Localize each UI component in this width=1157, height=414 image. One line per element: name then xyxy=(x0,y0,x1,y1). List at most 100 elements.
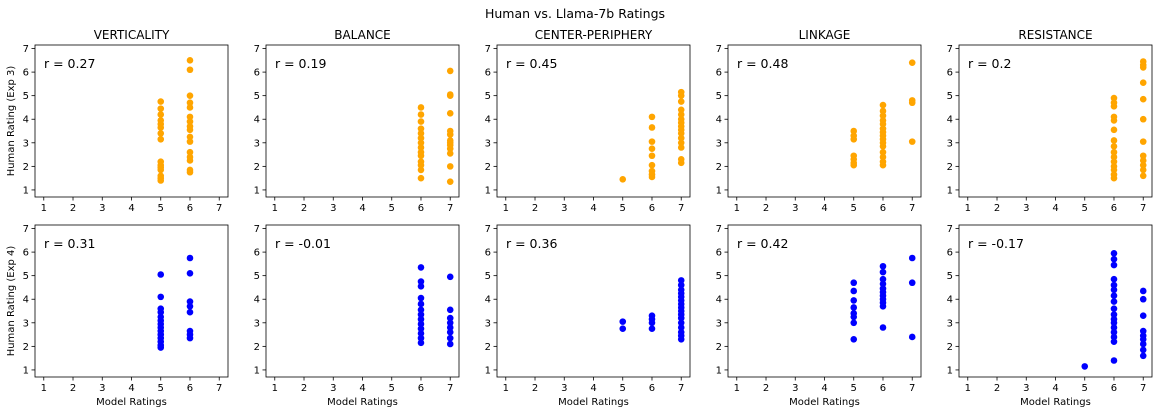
data-point xyxy=(850,287,858,295)
data-point xyxy=(1110,94,1118,102)
data-point xyxy=(879,101,887,109)
x-tick-label: 2 xyxy=(70,383,76,394)
data-point xyxy=(1139,152,1147,160)
y-tick-label: 7 xyxy=(254,224,260,235)
data-point xyxy=(908,99,916,107)
x-tick-label: 3 xyxy=(330,203,336,214)
x-tick-label: 7 xyxy=(678,203,684,214)
data-point xyxy=(1110,174,1118,182)
axes-frame xyxy=(34,224,229,378)
data-point xyxy=(186,148,194,156)
x-tick-label: 2 xyxy=(994,383,1000,394)
data-point xyxy=(850,135,858,143)
x-tick-label: 5 xyxy=(158,203,164,214)
y-tick-label: 7 xyxy=(485,224,491,235)
panel-title: LINKAGE xyxy=(799,28,851,42)
data-point xyxy=(1139,287,1147,295)
y-tick-label: 1 xyxy=(947,185,953,196)
data-point xyxy=(446,319,454,327)
data-point xyxy=(417,166,425,174)
x-tick-label: 5 xyxy=(851,383,857,394)
data-point xyxy=(1110,319,1118,327)
x-tick-label: 3 xyxy=(792,203,798,214)
correlation-annotation: r = 0.19 xyxy=(275,56,326,71)
data-point xyxy=(1110,281,1118,289)
y-tick-label: 2 xyxy=(485,162,491,173)
data-point xyxy=(157,98,165,105)
y-tick-label: 1 xyxy=(947,365,953,376)
y-tick-label: 5 xyxy=(485,91,491,102)
x-tick-label: 4 xyxy=(128,203,134,214)
y-tick-label: 1 xyxy=(716,365,722,376)
data-point xyxy=(157,105,165,112)
y-tick-label: 4 xyxy=(716,295,722,306)
data-point xyxy=(1110,255,1118,263)
data-point xyxy=(1110,275,1118,283)
data-point xyxy=(879,107,887,115)
x-tick-label: 3 xyxy=(99,383,105,394)
x-tick-label: 6 xyxy=(1111,203,1117,214)
data-point xyxy=(446,145,454,152)
data-point xyxy=(619,176,627,183)
data-point xyxy=(446,314,454,322)
y-tick-label: 5 xyxy=(23,91,29,102)
data-point xyxy=(186,57,194,64)
x-tick-label: 7 xyxy=(1140,383,1146,394)
y-tick-label: 7 xyxy=(947,44,953,55)
x-tick-label: 2 xyxy=(994,203,1000,214)
data-point xyxy=(850,304,858,311)
data-point xyxy=(186,66,194,74)
data-point xyxy=(446,178,454,185)
x-tick-label: 7 xyxy=(447,383,453,394)
data-point xyxy=(648,152,656,160)
data-point xyxy=(417,315,425,323)
data-point xyxy=(417,334,425,342)
y-tick-label: 4 xyxy=(23,115,29,126)
data-point xyxy=(648,124,656,131)
data-point xyxy=(417,306,425,314)
data-point xyxy=(1110,117,1118,124)
data-point xyxy=(186,334,194,342)
data-point xyxy=(446,150,454,157)
data-point xyxy=(1110,357,1118,364)
axes-frame xyxy=(958,224,1153,378)
x-tick-label: 6 xyxy=(1111,383,1117,394)
y-tick-label: 3 xyxy=(254,138,260,149)
y-tick-label: 2 xyxy=(947,342,953,353)
y-tick-label: 4 xyxy=(485,295,491,306)
y-tick-label: 5 xyxy=(254,91,260,102)
data-point xyxy=(1139,64,1147,71)
data-point xyxy=(446,306,454,314)
y-tick-label: 7 xyxy=(23,44,29,55)
data-point xyxy=(417,139,425,147)
y-tick-label: 6 xyxy=(23,248,29,259)
x-tick-label: 3 xyxy=(561,383,567,394)
data-point xyxy=(1139,161,1147,169)
data-point xyxy=(677,111,685,118)
data-point xyxy=(677,139,685,147)
data-point xyxy=(1110,137,1118,144)
data-point xyxy=(417,144,425,151)
panel-title: BALANCE xyxy=(334,28,391,42)
data-point xyxy=(879,268,887,276)
data-point xyxy=(417,111,425,118)
x-tick-label: 4 xyxy=(359,203,365,214)
y-axis-label: Human Rating (Exp 3) xyxy=(6,66,17,177)
data-point xyxy=(648,138,656,145)
data-point xyxy=(417,282,425,290)
data-point xyxy=(1110,328,1118,336)
y-tick-label: 7 xyxy=(947,224,953,235)
x-tick-label: 4 xyxy=(128,383,134,394)
data-point xyxy=(186,113,194,121)
data-point xyxy=(648,319,656,327)
data-point xyxy=(446,328,454,336)
y-tick-label: 6 xyxy=(23,68,29,79)
correlation-annotation: r = -0.17 xyxy=(968,236,1024,251)
x-tick-label: 1 xyxy=(41,383,47,394)
y-tick-label: 7 xyxy=(716,224,722,235)
x-tick-label: 3 xyxy=(561,203,567,214)
correlation-annotation: r = 0.27 xyxy=(44,56,95,71)
data-point xyxy=(908,138,916,145)
x-tick-label: 1 xyxy=(41,203,47,214)
data-point xyxy=(648,161,656,169)
